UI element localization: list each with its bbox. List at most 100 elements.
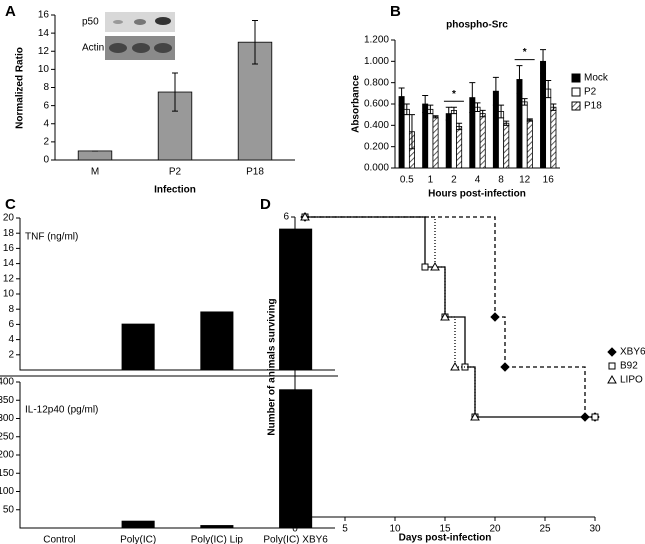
error-bar <box>450 106 457 115</box>
step-line <box>425 266 446 317</box>
bar <box>422 103 429 169</box>
bar <box>445 113 452 169</box>
y-axis-label: Normalized Ratio <box>15 47 26 129</box>
bar <box>450 110 457 169</box>
y-tick-label: 0.400 <box>364 120 389 131</box>
x-tick-label: 10 <box>389 524 401 535</box>
blot-spot <box>109 43 127 53</box>
x-tick-label: Control <box>43 535 75 544</box>
error-bar <box>498 104 505 119</box>
error-bar <box>403 103 410 116</box>
marker <box>608 362 616 370</box>
x-tick-label: 4 <box>475 175 481 186</box>
y-tick-label: 6 <box>283 212 289 223</box>
legend-label: P18 <box>584 101 602 112</box>
y-tick-label: 8 <box>43 82 49 93</box>
step-line <box>435 266 446 317</box>
legend-label: XBY6 <box>620 347 645 358</box>
marker <box>591 413 599 421</box>
step-line <box>495 316 506 367</box>
legend-label: LIPO <box>620 375 643 386</box>
y-tick-label: 0.800 <box>364 77 389 88</box>
x-tick-label: 30 <box>589 524 601 535</box>
y-tick-label: 150 <box>0 468 14 479</box>
y-tick-label: 3 <box>283 362 289 373</box>
blot-spot <box>155 17 171 25</box>
y-tick-label: 2 <box>8 349 14 360</box>
x-tick-label: 15 <box>439 524 451 535</box>
marker <box>300 211 310 221</box>
x-tick-label: Poly(IC) Lip <box>191 535 244 544</box>
y-tick-label: 1.000 <box>364 56 389 67</box>
y-tick-label: 1.200 <box>364 35 389 46</box>
panel-label: A <box>5 3 16 20</box>
error-bar <box>469 82 476 114</box>
blot-spot <box>132 43 150 53</box>
bar <box>121 323 155 370</box>
y-tick-label: 5 <box>283 262 289 273</box>
y-tick-label: 4 <box>43 118 49 129</box>
error-bar <box>172 72 178 112</box>
legend-swatch <box>571 87 581 97</box>
step-line <box>465 366 476 417</box>
step-line <box>305 216 436 267</box>
step-line <box>305 216 496 317</box>
bar <box>77 150 113 161</box>
chart-title: phospho-Src <box>446 20 508 31</box>
x-tick-label: P2 <box>169 167 182 178</box>
x-tick-label: 5 <box>342 524 348 535</box>
marker <box>490 312 500 322</box>
y-tick-label: 14 <box>3 258 15 269</box>
y-tick-label: 200 <box>0 450 14 461</box>
bar <box>200 525 234 528</box>
error-bar <box>422 94 429 114</box>
error-bar <box>545 80 552 99</box>
y-tick-label: 10 <box>38 64 50 75</box>
x-tick-label: Poly(IC) XBY6 <box>263 535 328 544</box>
bar <box>403 108 410 169</box>
marker <box>500 362 510 372</box>
step-line <box>445 316 466 367</box>
y-axis-label: Absorbance <box>351 75 362 133</box>
x-tick-label: 8 <box>498 175 504 186</box>
legend-swatch <box>571 73 581 83</box>
blot-spot <box>113 20 123 24</box>
bar <box>526 119 533 169</box>
x-tick-label: 0.5 <box>400 175 414 186</box>
bar <box>432 116 439 169</box>
y-tick-label: 16 <box>38 10 50 21</box>
marker <box>430 261 440 271</box>
x-tick-label: 16 <box>543 175 555 186</box>
y-tick-label: 14 <box>38 28 50 39</box>
x-tick-label: 1 <box>428 175 434 186</box>
marker <box>607 374 617 384</box>
x-tick-label: 12 <box>519 175 531 186</box>
error-bar <box>526 118 533 122</box>
y-tick-label: 400 <box>0 377 14 388</box>
bar <box>279 389 313 528</box>
error-bar <box>550 103 557 111</box>
marker <box>470 411 480 421</box>
x-tick-label: Poly(IC) <box>120 535 156 544</box>
error-bar <box>408 114 415 150</box>
step-line <box>445 316 456 367</box>
error-bar <box>398 87 405 106</box>
error-bar <box>474 102 481 112</box>
bar <box>279 228 313 370</box>
annotation: * <box>452 89 456 100</box>
error-bar <box>503 120 510 126</box>
x-tick-label: M <box>91 167 99 178</box>
legend-label: Mock <box>584 73 609 84</box>
y-tick-label: 0.600 <box>364 99 389 110</box>
y-tick-label: 12 <box>3 273 15 284</box>
blot-spot <box>154 43 172 53</box>
x-tick-label: 25 <box>539 524 551 535</box>
marker <box>440 311 450 321</box>
legend-swatch <box>571 101 581 111</box>
y-axis-label: Number of animals surviving <box>267 298 278 435</box>
marker <box>450 361 460 371</box>
y-tick-label: 18 <box>3 228 15 239</box>
bar <box>550 106 557 169</box>
y-tick-label: 20 <box>3 213 15 224</box>
